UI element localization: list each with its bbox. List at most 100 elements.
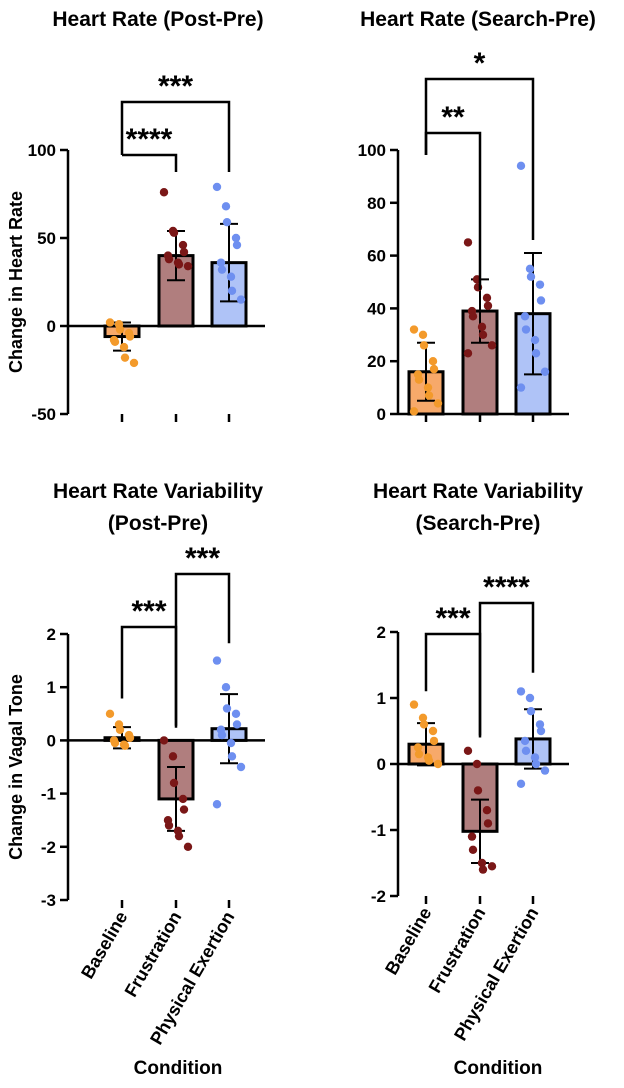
y-tick-label: 0 bbox=[377, 755, 386, 774]
data-point bbox=[105, 709, 115, 718]
y-tick-label: -3 bbox=[41, 891, 56, 910]
y-tick-label: 100 bbox=[358, 141, 386, 160]
y-tick-label: 100 bbox=[28, 141, 56, 160]
y-tick-label: 60 bbox=[367, 247, 386, 266]
significance-label: **** bbox=[126, 123, 173, 156]
data-point bbox=[222, 217, 232, 227]
data-point bbox=[110, 738, 120, 748]
data-point bbox=[418, 330, 428, 339]
data-point bbox=[531, 759, 541, 769]
data-point bbox=[429, 736, 439, 746]
significance-label: *** bbox=[435, 602, 470, 635]
data-point bbox=[183, 261, 193, 271]
data-point bbox=[125, 733, 135, 742]
data-point bbox=[536, 296, 546, 305]
data-point bbox=[482, 293, 492, 303]
data-point bbox=[472, 759, 482, 769]
chart-title: (Search-Pre) bbox=[416, 512, 541, 535]
data-point bbox=[120, 741, 130, 750]
data-point bbox=[212, 182, 222, 192]
data-point bbox=[463, 746, 473, 755]
y-tick-label: 50 bbox=[37, 229, 56, 248]
data-point bbox=[414, 375, 424, 384]
significance-label: ** bbox=[441, 101, 465, 134]
data-point bbox=[227, 286, 237, 295]
chart-title: (Post-Pre) bbox=[108, 512, 208, 535]
data-point bbox=[409, 407, 419, 416]
data-point bbox=[477, 322, 487, 332]
data-point bbox=[540, 367, 550, 376]
data-point bbox=[231, 709, 241, 718]
data-point bbox=[183, 842, 193, 851]
data-point bbox=[477, 858, 487, 868]
data-point bbox=[159, 188, 169, 197]
data-point bbox=[221, 202, 231, 211]
data-point bbox=[428, 726, 438, 736]
x-tick-label: Baseline bbox=[381, 904, 435, 978]
data-point bbox=[221, 683, 231, 692]
data-point bbox=[414, 749, 424, 759]
data-point bbox=[423, 383, 433, 392]
data-point bbox=[222, 704, 232, 713]
data-point bbox=[409, 325, 419, 334]
data-point bbox=[516, 161, 526, 171]
data-point bbox=[535, 720, 545, 729]
data-point bbox=[419, 720, 429, 729]
y-tick-label: -1 bbox=[41, 785, 56, 804]
data-point bbox=[525, 693, 535, 703]
data-point bbox=[178, 794, 188, 804]
data-point bbox=[231, 233, 241, 243]
data-point bbox=[236, 762, 246, 772]
data-point bbox=[125, 332, 135, 341]
data-point bbox=[487, 862, 497, 871]
data-point bbox=[178, 240, 188, 250]
data-point bbox=[119, 342, 129, 352]
y-tick-label: 0 bbox=[47, 317, 56, 336]
chart-panel-3: Heart Rate Variability (Post-Pre) -3 -2 -1 0 1… bbox=[6, 480, 265, 1079]
data-point bbox=[226, 272, 236, 281]
significance-bracket bbox=[424, 632, 482, 736]
significance-bracket bbox=[424, 131, 482, 290]
y-tick-label: -2 bbox=[41, 838, 56, 857]
data-point bbox=[530, 753, 540, 762]
x-axis-label: Condition bbox=[134, 1058, 223, 1079]
data-point bbox=[516, 779, 526, 788]
data-point bbox=[110, 337, 120, 347]
significance-label: **** bbox=[483, 571, 530, 604]
data-point bbox=[226, 738, 236, 748]
data-point bbox=[217, 265, 227, 274]
data-point bbox=[478, 865, 488, 874]
data-point bbox=[429, 364, 439, 374]
data-point bbox=[115, 325, 125, 334]
data-point bbox=[413, 743, 423, 752]
data-point bbox=[418, 713, 428, 722]
data-point bbox=[433, 399, 443, 408]
data-point bbox=[227, 752, 237, 761]
data-point bbox=[520, 312, 530, 321]
data-point bbox=[428, 357, 438, 366]
data-point bbox=[216, 258, 226, 267]
y-tick-label: 0 bbox=[377, 405, 386, 424]
significance-label: *** bbox=[131, 595, 166, 628]
significance-label: * bbox=[474, 47, 486, 80]
data-point bbox=[468, 845, 478, 854]
chart-title: Heart Rate (Search-Pre) bbox=[360, 8, 596, 31]
data-point bbox=[174, 260, 184, 269]
data-point bbox=[463, 349, 473, 358]
data-point bbox=[212, 800, 222, 809]
y-tick-label: 40 bbox=[367, 299, 386, 318]
y-tick-label: -2 bbox=[371, 887, 386, 906]
data-point bbox=[159, 736, 169, 745]
data-point bbox=[520, 736, 530, 746]
data-point bbox=[409, 700, 419, 709]
data-point bbox=[468, 312, 478, 321]
chart-title: Heart Rate (Post-Pre) bbox=[52, 8, 263, 31]
data-point bbox=[526, 707, 536, 716]
data-point bbox=[129, 358, 139, 368]
data-point bbox=[521, 746, 531, 755]
data-point bbox=[424, 756, 434, 765]
data-point bbox=[531, 349, 541, 358]
significance-bracket bbox=[120, 100, 231, 172]
y-tick-label: 0 bbox=[47, 731, 56, 750]
